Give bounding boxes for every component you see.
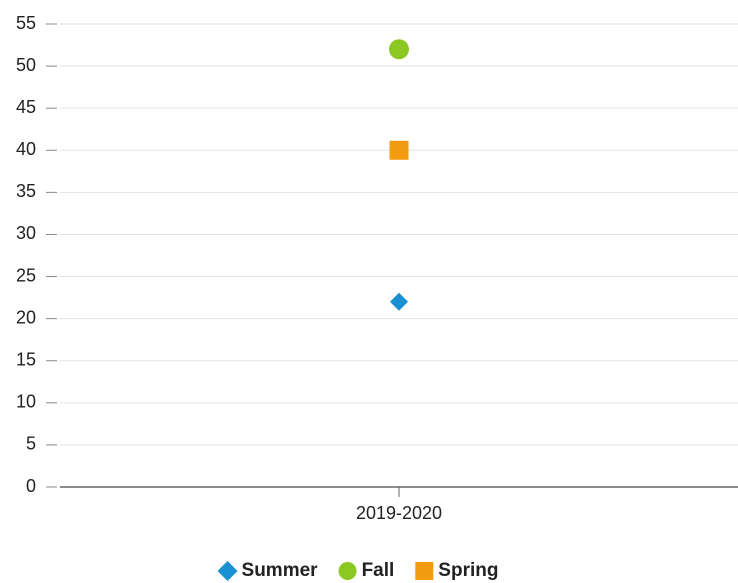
marker [338, 562, 357, 580]
marker [217, 561, 238, 581]
y-tick-label: 25 [16, 265, 36, 285]
legend-label: Summer [242, 560, 319, 581]
legend-label: Fall [362, 560, 395, 581]
marker [415, 562, 434, 580]
y-tick-label: 40 [16, 139, 36, 159]
y-tick-label: 45 [16, 97, 36, 117]
y-tick-label: 30 [16, 223, 36, 243]
y-tick-label: 35 [16, 181, 36, 201]
y-tick-label: 55 [16, 13, 36, 33]
legend-label: Spring [438, 560, 498, 581]
marker [390, 292, 408, 311]
y-tick-label: 10 [16, 392, 36, 412]
x-tick-label: 2019-2020 [356, 503, 442, 523]
marker [389, 39, 409, 60]
y-tick-label: 15 [16, 349, 36, 369]
y-tick-label: 20 [16, 307, 36, 327]
marker [389, 140, 409, 160]
y-tick-label: 50 [16, 55, 36, 75]
y-tick-label: 0 [26, 476, 36, 496]
y-tick-label: 5 [26, 434, 36, 454]
